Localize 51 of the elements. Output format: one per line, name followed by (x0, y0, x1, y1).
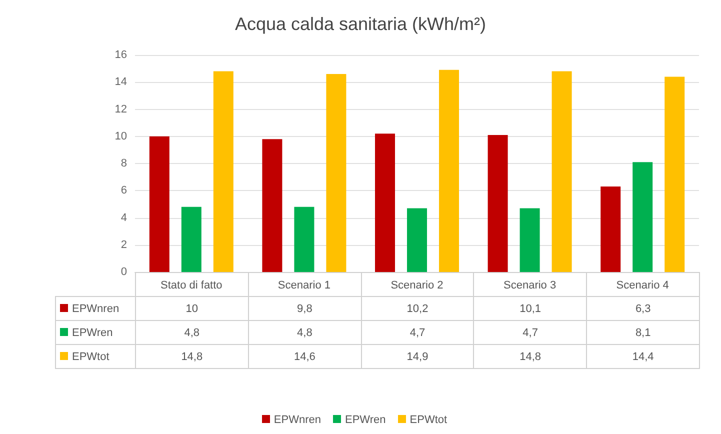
y-tick-label: 12 (114, 103, 127, 116)
x-tick-label: Scenario 2 (390, 280, 444, 292)
data-label: 14,8 (136, 344, 248, 368)
legend-label: EPWtot (56, 344, 136, 368)
data-label: 14,4 (586, 344, 700, 368)
data-label: 10 (136, 296, 248, 320)
data-label: 9,8 (248, 296, 362, 320)
data-label: 6,3 (586, 296, 700, 320)
text: EPWren (345, 414, 386, 426)
data-label: 4,7 (474, 320, 587, 344)
data-label: 10,1 (474, 296, 587, 320)
bar (262, 139, 282, 272)
x-tick-label: Scenario 3 (504, 280, 556, 292)
bar (375, 134, 395, 272)
bar (520, 208, 540, 272)
bar (632, 162, 653, 272)
text: EPWnren (274, 414, 321, 426)
data-label: 14,9 (361, 344, 474, 368)
chart-title: Acqua calda sanitaria (kWh/m²) (234, 14, 486, 34)
bar (213, 71, 234, 272)
bar (552, 71, 572, 272)
bar (294, 206, 314, 272)
data-label: 4,7 (361, 320, 474, 344)
bar (600, 186, 621, 272)
legend-label: EPWnren (56, 296, 136, 320)
y-tick-label: 14 (114, 76, 127, 88)
data-label: 14,8 (474, 344, 587, 368)
y-tick-label: 10 (114, 130, 127, 142)
data-label: 10,2 (361, 296, 474, 320)
bar (407, 208, 427, 272)
y-tick-label: 16 (114, 49, 127, 61)
bar (439, 70, 459, 272)
data-label: 4,8 (136, 320, 248, 344)
x-tick-label: Stato di fatto (160, 280, 222, 292)
y-tick-label: 6 (120, 184, 127, 197)
y-tick-label: 0 (120, 266, 127, 278)
bar (181, 206, 202, 272)
data-label: 8,1 (586, 320, 700, 344)
bar (149, 136, 170, 272)
data-label: 4,8 (248, 320, 362, 344)
bar (326, 74, 346, 272)
x-tick-label: Scenario 1 (278, 280, 330, 292)
legend-label: EPWren (56, 320, 136, 344)
y-tick-label: 4 (120, 212, 127, 224)
data-label: 14,6 (248, 344, 362, 368)
y-tick-label: 2 (120, 238, 127, 251)
text: EPWtot (410, 414, 448, 426)
bar (664, 76, 685, 272)
bar (488, 135, 508, 272)
x-tick-label: Scenario 4 (616, 280, 669, 292)
y-tick-label: 8 (120, 158, 127, 170)
